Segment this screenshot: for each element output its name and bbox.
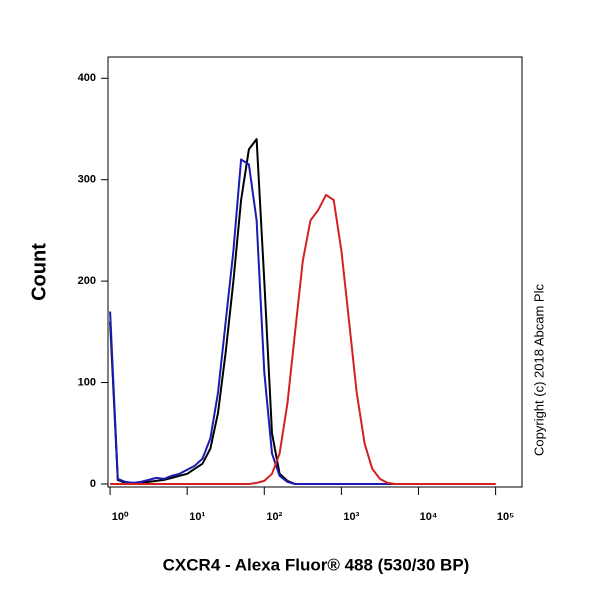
plot-frame (107, 56, 523, 488)
x-tick-label: 10³ (343, 511, 359, 523)
histogram-line (110, 193, 496, 485)
x-tick-label: 10⁴ (420, 511, 438, 523)
x-tick-label: 10² (266, 511, 282, 523)
y-tick-label: 300 (78, 174, 96, 186)
y-axis-label: Count (28, 243, 50, 301)
y-tick-label: 0 (90, 478, 96, 490)
y-tick-label: 100 (78, 376, 96, 388)
x-axis-label: CXCR4 - Alexa Fluor® 488 (530/30 BP) (163, 555, 470, 574)
x-tick-label: 10⁵ (497, 511, 514, 523)
histogram-line (109, 138, 496, 485)
histogram-line (109, 158, 496, 485)
y-tick-label: 400 (78, 72, 96, 84)
x-tick-label: 10⁰ (112, 511, 129, 523)
y-tick-label: 200 (78, 275, 96, 287)
x-tick-label: 10¹ (189, 511, 205, 523)
copyright: Copyright (c) 2018 Abcam Plc (531, 284, 546, 456)
